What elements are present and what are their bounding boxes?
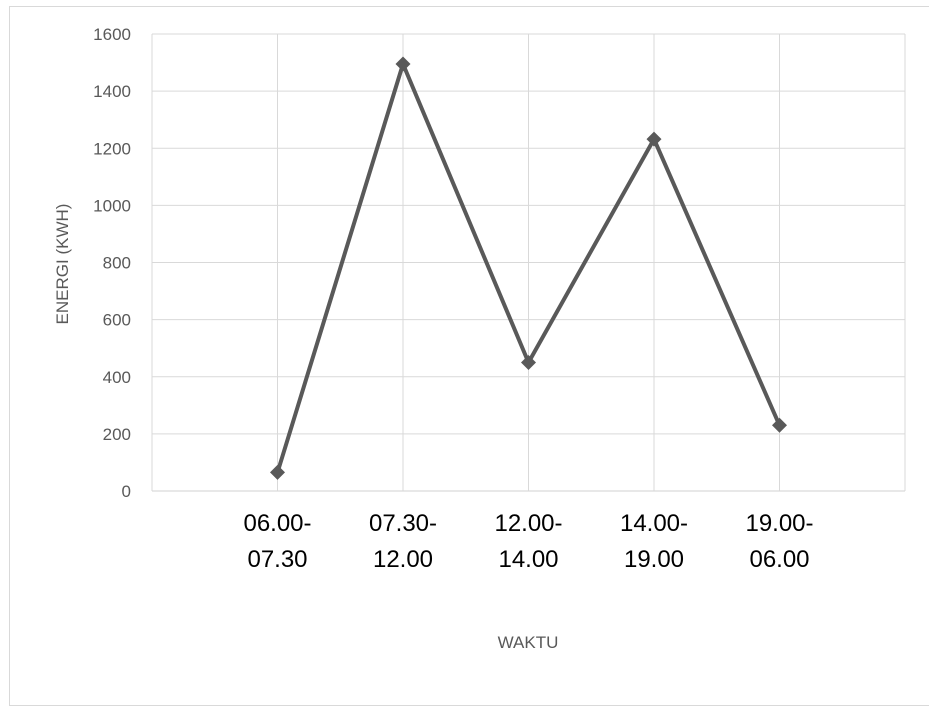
y-tick-label: 1400: [93, 82, 131, 101]
data-point-marker: [395, 56, 411, 72]
x-tick-label: 12.00-: [494, 510, 562, 537]
x-tick-label: 06.00-: [243, 510, 311, 537]
series: [270, 56, 787, 480]
x-tick-label: 06.00: [749, 546, 809, 573]
x-tick-label: 14.00: [498, 546, 558, 573]
line-chart: 0 200 400 600 800 1000 1200 1400 1600 06.00- 07.3…: [53, 25, 906, 652]
y-axis-title: ENERGI (KWH): [53, 204, 72, 325]
data-point-marker: [646, 131, 662, 147]
y-tick-label: 0: [122, 482, 131, 501]
x-tick-label: 07.30: [247, 546, 307, 573]
x-tick-label: 12.00: [373, 546, 433, 573]
data-point-marker: [772, 417, 787, 433]
data-point-marker: [270, 464, 285, 480]
y-tick-label: 800: [103, 254, 131, 273]
y-tick-label: 1000: [93, 196, 131, 215]
x-tick-labels: 06.00- 07.30 07.30- 12.00 12.00- 14.00 14.00- 1…: [243, 510, 813, 573]
grid: [151, 33, 906, 492]
x-tick-label: 14.00-: [620, 510, 688, 537]
y-tick-label: 600: [103, 311, 131, 330]
y-tick-label: 1200: [93, 139, 131, 158]
x-tick-label: 07.30-: [369, 510, 437, 537]
y-tick-label: 400: [103, 368, 131, 387]
x-axis-title: WAKTU: [498, 633, 559, 652]
y-tick-label: 1600: [93, 25, 131, 44]
x-tick-label: 19.00-: [745, 510, 813, 537]
y-tick-label: 200: [103, 425, 131, 444]
x-tick-label: 19.00: [624, 546, 684, 573]
y-tick-labels: 0 200 400 600 800 1000 1200 1400 1600: [93, 25, 131, 501]
data-point-marker: [521, 354, 536, 370]
